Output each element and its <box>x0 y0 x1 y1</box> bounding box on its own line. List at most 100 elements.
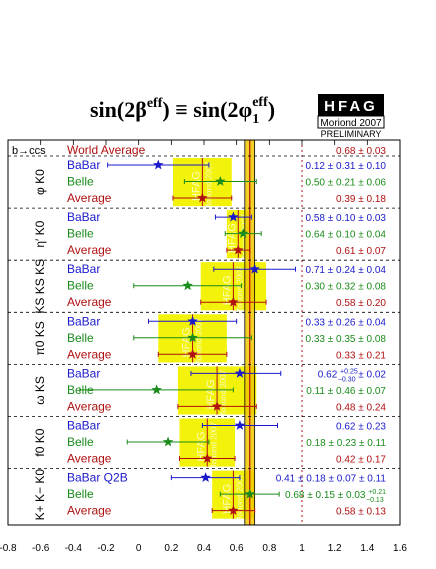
value-label: 0.48 ± 0.24 <box>336 402 386 413</box>
value-label: 0.12 ± 0.31 ± 0.10 <box>306 161 387 172</box>
value-label: 0.50 ± 0.21 ± 0.06 <box>306 178 387 189</box>
title-main: sin(2β <box>90 97 147 122</box>
value-label: 0.18 ± 0.23 ± 0.11 <box>306 438 386 449</box>
x-tick-label: 1.2 <box>328 543 342 554</box>
x-tick-label: 0.8 <box>262 543 276 554</box>
value-main: 0.62 <box>318 369 340 380</box>
experiment-label: BaBar <box>67 419 100 433</box>
chart-title: sin(2βeff) ≡ sin(2φ1eff) <box>90 95 275 127</box>
mode-label: η′ K0 <box>33 220 47 247</box>
value-label: 0.33 ± 0.26 ± 0.04 <box>306 317 387 328</box>
watermark-line2: Moriond 2007 <box>204 161 213 210</box>
world-average-value: 0.68 ± 0.03 <box>336 146 386 157</box>
value-label: 0.71 ± 0.24 ± 0.04 <box>306 265 387 276</box>
data-point-star <box>228 211 239 222</box>
value-label: 0.30 ± 0.32 ± 0.08 <box>306 282 387 293</box>
data-point-star <box>211 400 223 411</box>
data-point-star <box>249 263 260 274</box>
watermark-line1: HFAG <box>221 484 233 514</box>
data-point-star <box>151 384 162 395</box>
value-label: 0.62 ± 0.23 <box>336 422 386 433</box>
value-err-down: −0.30 <box>338 376 356 383</box>
experiment-label: BaBar <box>67 314 100 328</box>
experiment-label: BaBar <box>67 210 100 224</box>
x-tick-label: 0.6 <box>230 543 244 554</box>
watermark-line2: Moriond 2007 <box>209 422 218 471</box>
hfag-logo: HFAG Moriond 2007 PRELIMINARY <box>317 94 385 139</box>
title-end: ) <box>268 97 275 122</box>
watermark-line1: HFAG <box>226 223 238 253</box>
value-label: 0.11 ± 0.46 ± 0.07 <box>306 386 386 397</box>
value-main: 0.68 ± 0.15 ± 0.03 <box>285 490 368 501</box>
value-err-down: −0.13 <box>366 497 384 504</box>
experiment-label: Belle <box>67 331 94 345</box>
data-point-star <box>187 315 198 326</box>
value-label: 0.58 ± 0.13 <box>336 507 386 518</box>
mode-label: f0 K0 <box>33 428 47 456</box>
data-point-star <box>215 176 226 186</box>
watermark-line1: HFAG <box>205 379 217 409</box>
world-average-label: World Average <box>67 143 146 157</box>
data-point-star <box>153 159 164 170</box>
experiment-label: BaBar Q2B <box>67 471 128 485</box>
watermark-line1: HFAG <box>190 171 202 201</box>
data-point-star <box>197 192 208 203</box>
experiment-label: Average <box>67 504 112 518</box>
data-point-star <box>234 367 246 378</box>
value-label: 0.33 ± 0.21 <box>336 350 386 361</box>
title-sup2: eff <box>252 95 268 110</box>
value-label: 0.64 ± 0.10 ± 0.04 <box>306 230 387 241</box>
experiment-label: Belle <box>67 227 94 241</box>
value-label: 0.33 ± 0.35 ± 0.08 <box>306 334 387 345</box>
logo-line2: PRELIMINARY <box>321 129 382 139</box>
x-tick-label: 1.6 <box>393 543 407 554</box>
experiment-label: Average <box>67 399 112 413</box>
mode-label-ccs: b→ccs <box>12 145 46 157</box>
x-tick-label: 1 <box>299 543 305 554</box>
experiment-label: Average <box>67 191 112 205</box>
data-point-star <box>187 348 198 359</box>
experiment-label: Belle <box>67 435 94 449</box>
data-point-star <box>228 296 239 307</box>
watermark-line1: HFAG <box>195 432 207 462</box>
data-point-star <box>187 332 198 343</box>
data-point-star <box>200 472 211 482</box>
value-err-up: +0.21 <box>368 489 386 496</box>
x-tick-label: 1.4 <box>360 543 374 554</box>
mode-label: K+ K− K0 <box>33 469 47 521</box>
x-tick-label: 0.2 <box>164 543 178 554</box>
logo-box <box>318 94 384 116</box>
mode-label: KS KS KS <box>33 259 47 314</box>
x-tick-label: 0 <box>136 543 142 554</box>
data-point-star <box>233 244 244 255</box>
logo-sub-box <box>317 115 385 129</box>
experiment-label: BaBar <box>67 158 100 172</box>
data-point-star <box>234 420 246 430</box>
value-label: 0.58 ± 0.20 <box>336 298 386 309</box>
mode-label: π0 KS <box>33 321 47 355</box>
experiment-label: Belle <box>67 279 94 293</box>
mode-label: ω KS <box>33 376 47 405</box>
experiment-label: Belle <box>67 487 94 501</box>
logo-text: HFAG <box>324 98 378 115</box>
x-tick-label: -0.8 <box>0 543 17 554</box>
experiment-label: Belle <box>67 175 94 189</box>
x-tick-label: -0.2 <box>97 543 115 554</box>
value-label: 0.61 ± 0.07 <box>336 246 386 257</box>
experiment-label: Average <box>67 295 112 309</box>
mode-label: φ K0 <box>33 169 47 195</box>
logo-line1: Moriond 2007 <box>320 118 382 129</box>
data-point-star <box>202 453 213 463</box>
value-err-up: +0.25 <box>340 368 358 375</box>
x-tick-label: -0.4 <box>65 543 83 554</box>
experiment-label: Average <box>67 243 112 257</box>
x-tick-label: 0.4 <box>197 543 211 554</box>
experiment-label: Average <box>67 452 112 466</box>
watermark-line2: Moriond 2007 <box>195 317 204 366</box>
